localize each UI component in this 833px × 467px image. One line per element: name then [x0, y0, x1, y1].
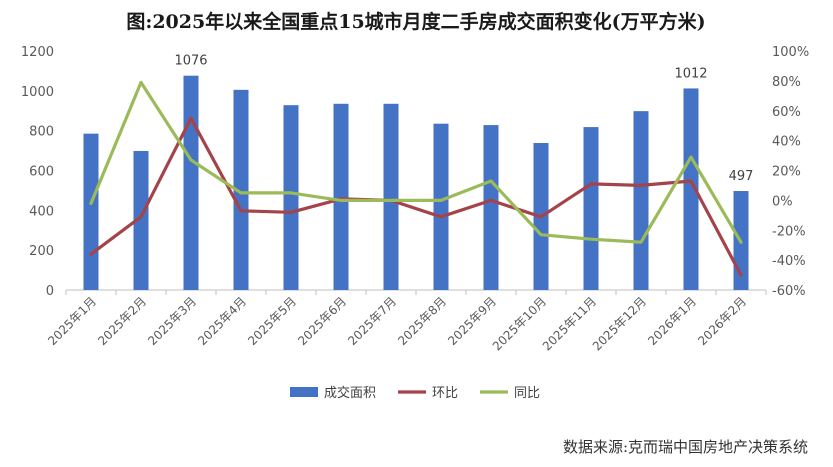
legend-swatch — [290, 387, 318, 397]
bar — [633, 111, 649, 290]
y-right-tick-label: 60% — [772, 105, 801, 120]
y-left-tick-label: 1000 — [21, 85, 54, 100]
bar — [483, 125, 499, 290]
bar — [383, 103, 399, 290]
y-left-tick-label: 400 — [29, 204, 54, 219]
y-left-tick-label: 800 — [29, 125, 54, 140]
x-tick-label: 2025年4月 — [195, 294, 249, 348]
bar — [683, 88, 699, 291]
bar — [133, 150, 149, 290]
bar — [583, 127, 599, 290]
y-right-tick-label: 100% — [772, 45, 809, 60]
x-tick-label: 2026年2月 — [695, 294, 749, 348]
line-series — [89, 80, 743, 277]
source-note: 数据来源:克而瑞中国房地产决策系统 — [563, 438, 808, 456]
bar — [433, 123, 449, 290]
x-tick-label: 2026年1月 — [645, 294, 699, 348]
y-right-tick-label: 80% — [772, 75, 801, 90]
legend-label: 环比 — [432, 386, 458, 401]
data-label: 497 — [729, 169, 754, 184]
x-tick-label: 2025年3月 — [145, 294, 199, 348]
x-tick-label: 2025年8月 — [395, 294, 449, 348]
bar-series — [83, 75, 749, 291]
y-left-tick-label: 200 — [29, 244, 54, 259]
y-right-tick-label: 40% — [772, 135, 801, 150]
data-label: 1012 — [674, 66, 707, 81]
bar — [283, 105, 299, 290]
x-tick-label: 2025年6月 — [295, 294, 349, 348]
y-left-tick-label: 0 — [46, 284, 54, 299]
y-right-tick-label: -60% — [772, 284, 806, 299]
y-right-tick-label: -40% — [772, 254, 806, 269]
series-line — [89, 80, 743, 244]
y-left-tick-label: 600 — [29, 165, 54, 180]
data-label: 1076 — [174, 54, 207, 69]
x-tick-label: 2025年12月 — [590, 294, 649, 353]
bar — [233, 89, 249, 291]
bar — [83, 133, 99, 290]
x-tick-label: 2025年5月 — [245, 294, 299, 348]
data-labels: 1076 1012 497 — [174, 54, 753, 184]
x-tick-label: 2025年7月 — [345, 294, 399, 348]
x-tick-label: 2025年2月 — [95, 294, 149, 348]
chart-title: 图:2025年以来全国重点15城市月度二手房成交面积变化(万平方米) — [126, 10, 705, 33]
legend-label: 成交面积 — [324, 385, 376, 401]
x-tick-label: 2025年9月 — [445, 294, 499, 348]
x-tick-labels: 2025年1月2025年2月2025年3月2025年4月2025年5月2025年… — [45, 294, 749, 353]
bar — [333, 103, 349, 290]
y-right-tick-label: 20% — [772, 165, 801, 180]
y-right-tick-label: 0% — [772, 194, 793, 209]
x-tick-label: 2025年1月 — [45, 294, 99, 348]
legend: 成交面积 环比 同比 — [290, 385, 540, 401]
legend-label: 同比 — [514, 386, 540, 401]
y-left-tick-label: 1200 — [21, 45, 54, 60]
axes: 0 200 400 600 800 1000 1200 -60% -40% -20% 0% 20% 40… — [21, 45, 809, 299]
bar — [183, 75, 199, 291]
y-right-tick-label: -20% — [772, 224, 806, 239]
series-line — [89, 116, 743, 277]
